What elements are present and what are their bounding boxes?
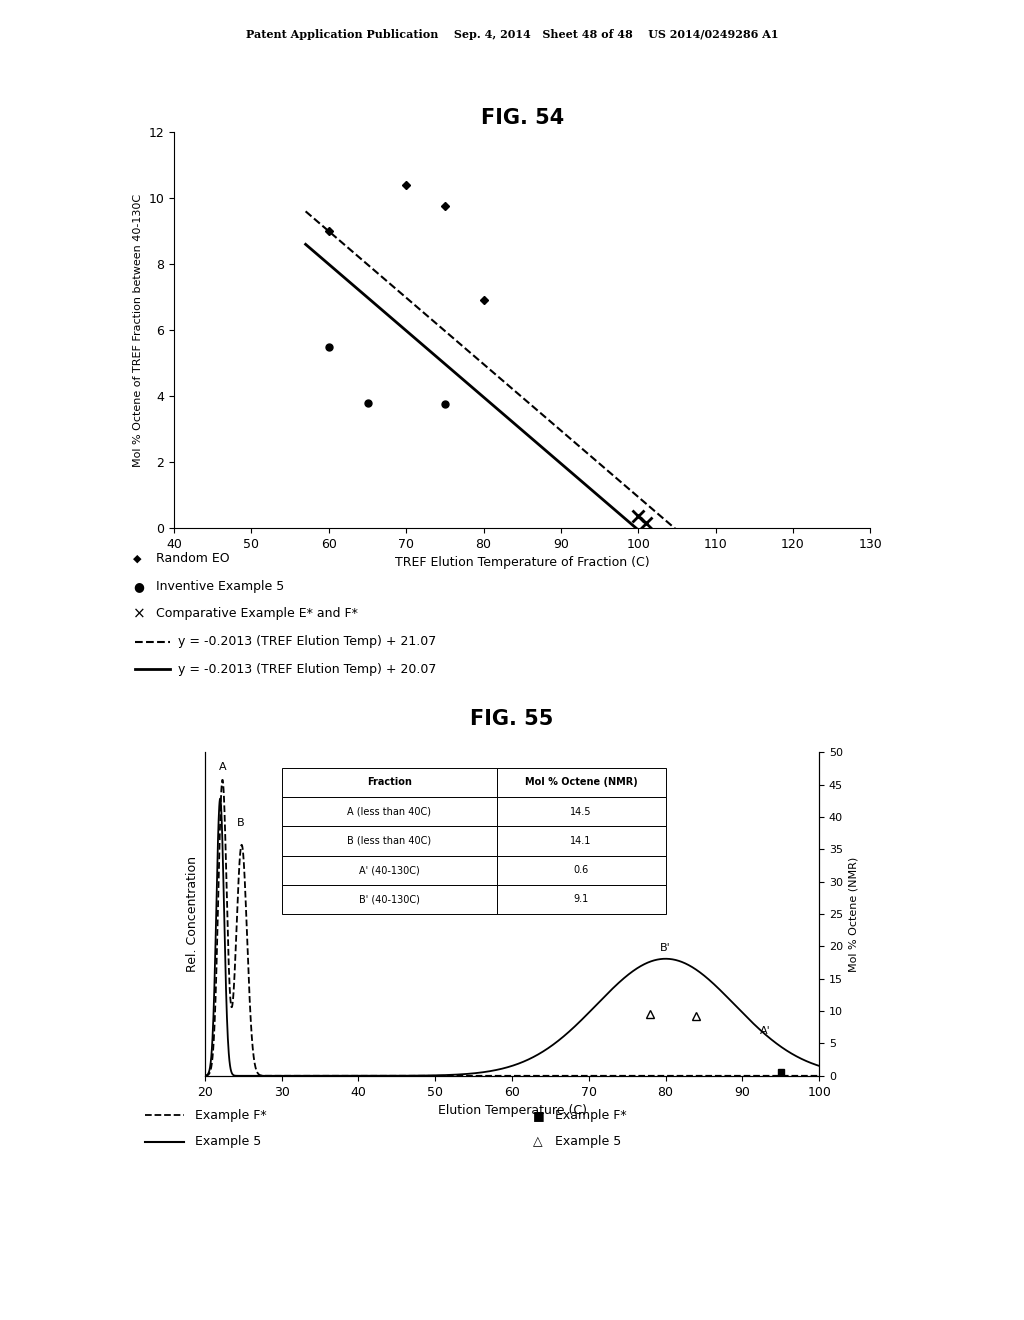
Text: ■: ■: [532, 1109, 544, 1122]
Text: Example 5: Example 5: [195, 1135, 261, 1148]
X-axis label: TREF Elution Temperature of Fraction (C): TREF Elution Temperature of Fraction (C): [395, 556, 649, 569]
Text: FIG. 55: FIG. 55: [470, 709, 554, 730]
Bar: [497, 884, 666, 913]
Text: A: A: [219, 763, 226, 772]
X-axis label: Elution Temperature (C): Elution Temperature (C): [437, 1104, 587, 1117]
Text: ◆: ◆: [133, 553, 141, 564]
Text: Example F*: Example F*: [555, 1109, 627, 1122]
Text: y = -0.2013 (TREF Elution Temp) + 21.07: y = -0.2013 (TREF Elution Temp) + 21.07: [178, 635, 436, 648]
Text: Mol % Octene (NMR): Mol % Octene (NMR): [524, 777, 638, 788]
Title: FIG. 54: FIG. 54: [480, 108, 564, 128]
Text: B': B': [660, 942, 671, 953]
Bar: [497, 826, 666, 855]
Text: Patent Application Publication    Sep. 4, 2014   Sheet 48 of 48    US 2014/02492: Patent Application Publication Sep. 4, 2…: [246, 29, 778, 40]
Bar: [282, 855, 497, 884]
Text: A': A': [760, 1026, 771, 1036]
Text: Fraction: Fraction: [367, 777, 412, 788]
Text: A (less than 40C): A (less than 40C): [347, 807, 431, 817]
Text: B (less than 40C): B (less than 40C): [347, 836, 431, 846]
Text: 0.6: 0.6: [573, 865, 589, 875]
Text: A' (40-130C): A' (40-130C): [358, 865, 420, 875]
Bar: [282, 884, 497, 913]
Text: Comparative Example E* and F*: Comparative Example E* and F*: [156, 607, 357, 620]
Text: Random EO: Random EO: [156, 552, 229, 565]
Y-axis label: Rel. Concentration: Rel. Concentration: [186, 857, 200, 972]
Text: 9.1: 9.1: [573, 895, 589, 904]
Text: ●: ●: [133, 579, 144, 593]
Y-axis label: Mol % Octene of TREF Fraction between 40-130C: Mol % Octene of TREF Fraction between 40…: [133, 194, 143, 466]
Bar: [282, 826, 497, 855]
Text: y = -0.2013 (TREF Elution Temp) + 20.07: y = -0.2013 (TREF Elution Temp) + 20.07: [178, 663, 436, 676]
Bar: [497, 768, 666, 797]
Text: Inventive Example 5: Inventive Example 5: [156, 579, 284, 593]
Y-axis label: Mol % Octene (NMR): Mol % Octene (NMR): [849, 857, 858, 972]
Bar: [282, 797, 497, 826]
Text: Example F*: Example F*: [195, 1109, 266, 1122]
Bar: [282, 768, 497, 797]
Text: B' (40-130C): B' (40-130C): [358, 895, 420, 904]
Bar: [497, 797, 666, 826]
Text: △: △: [532, 1135, 542, 1148]
Text: ×: ×: [133, 606, 145, 622]
Text: Example 5: Example 5: [555, 1135, 622, 1148]
Text: 14.1: 14.1: [570, 836, 592, 846]
Text: B: B: [238, 818, 245, 828]
Text: 14.5: 14.5: [570, 807, 592, 817]
Bar: [497, 855, 666, 884]
